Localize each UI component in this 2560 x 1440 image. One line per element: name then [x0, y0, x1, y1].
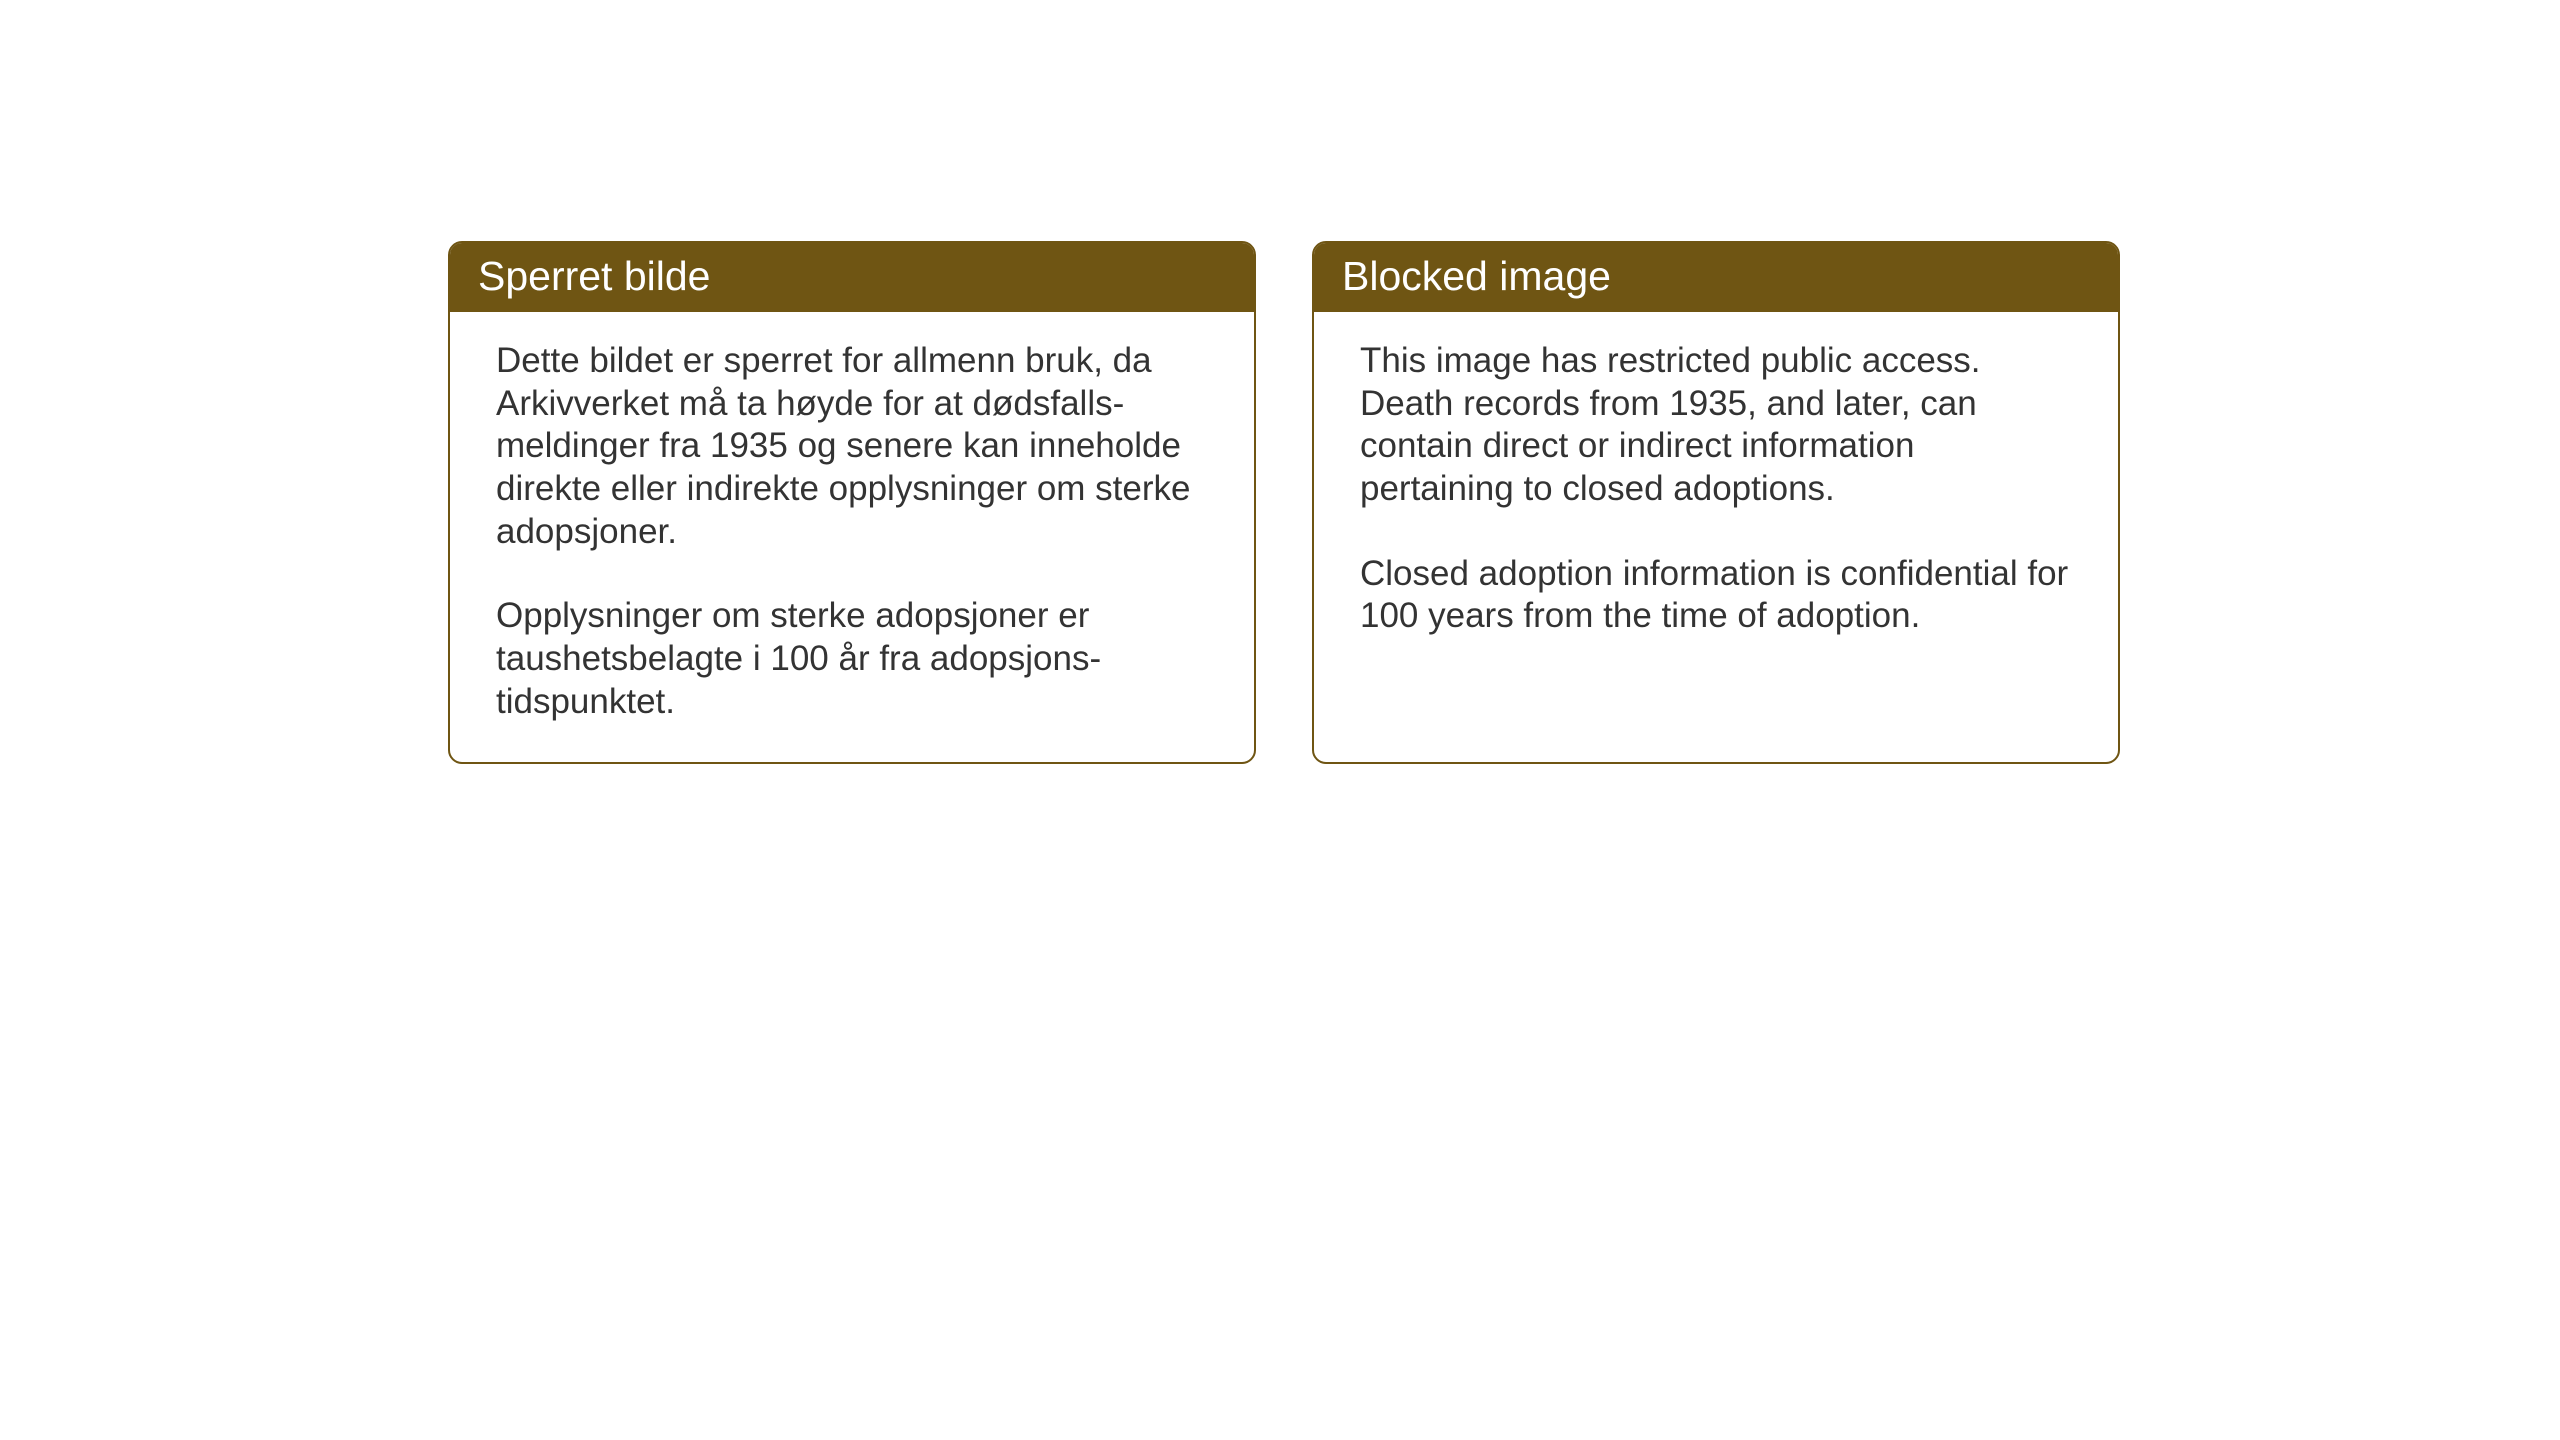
notice-container: Sperret bilde Dette bildet er sperret fo… — [448, 241, 2120, 764]
norwegian-paragraph-1: Dette bildet er sperret for allmenn bruk… — [496, 340, 1208, 553]
norwegian-paragraph-2: Opplysninger om sterke adopsjoner er tau… — [496, 595, 1208, 723]
english-notice-box: Blocked image This image has restricted … — [1312, 241, 2120, 764]
english-notice-header: Blocked image — [1314, 243, 2118, 312]
english-paragraph-2: Closed adoption information is confident… — [1360, 553, 2072, 638]
english-paragraph-1: This image has restricted public access.… — [1360, 340, 2072, 511]
english-notice-body: This image has restricted public access.… — [1314, 312, 2118, 754]
norwegian-notice-box: Sperret bilde Dette bildet er sperret fo… — [448, 241, 1256, 764]
norwegian-notice-body: Dette bildet er sperret for allmenn bruk… — [450, 312, 1254, 762]
norwegian-notice-header: Sperret bilde — [450, 243, 1254, 312]
